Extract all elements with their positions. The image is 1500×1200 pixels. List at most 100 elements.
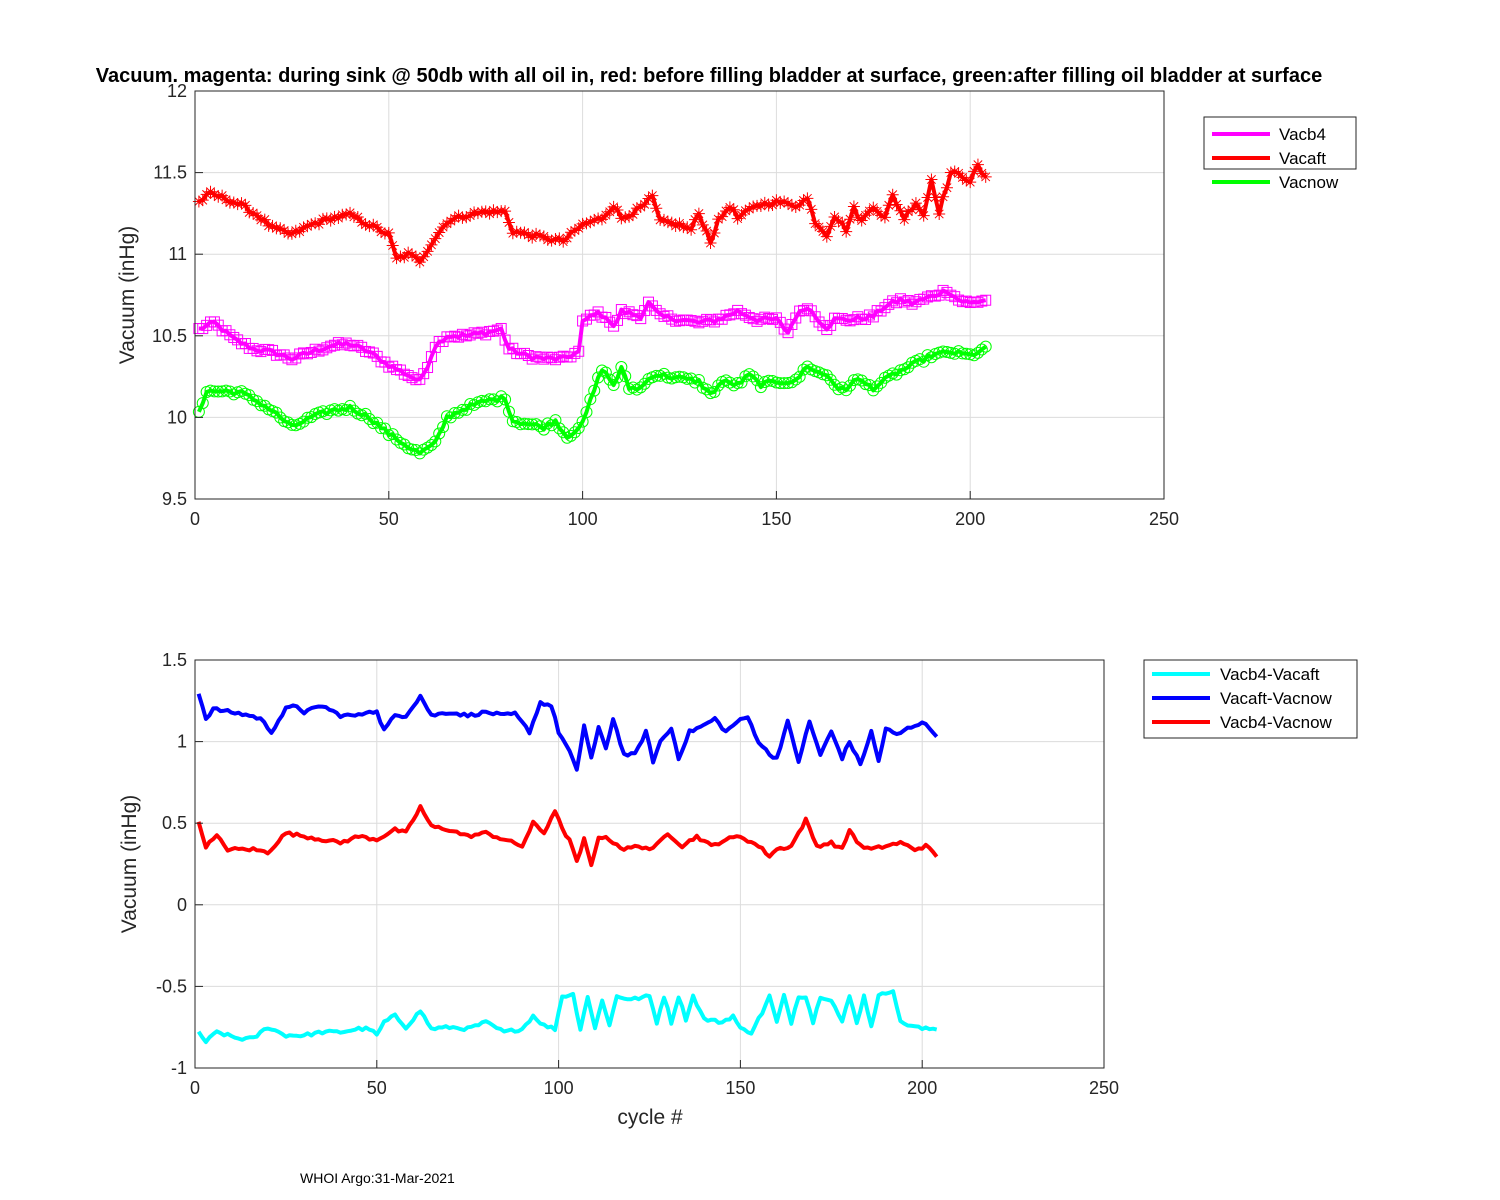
data-point xyxy=(530,227,543,240)
data-point xyxy=(522,418,535,431)
data-point xyxy=(654,308,666,320)
data-point xyxy=(700,225,713,238)
data-point xyxy=(878,211,891,224)
data-point xyxy=(638,377,651,390)
series-line-vacaft-vacnow xyxy=(196,693,939,772)
bottom-plot: 0 50 100 150 200 250 -1 -0.5 0 0.5 1 1.5 Vacuum (in… xyxy=(118,650,1358,1129)
data-point xyxy=(964,348,977,361)
data-point xyxy=(743,203,756,216)
data-point xyxy=(375,225,388,238)
data-point xyxy=(847,374,860,387)
data-point xyxy=(917,209,930,222)
bottom-y-tick-label: 1 xyxy=(177,732,187,752)
bottom-plot-area xyxy=(195,660,1104,1068)
data-point xyxy=(751,374,764,387)
data-point xyxy=(285,418,298,431)
data-point xyxy=(619,308,631,320)
data-point xyxy=(533,229,546,242)
data-point xyxy=(402,370,414,382)
data-point xyxy=(603,205,616,218)
data-point xyxy=(444,215,457,228)
data-point xyxy=(375,422,388,435)
data-point xyxy=(657,213,670,226)
data-point xyxy=(227,196,240,209)
data-point xyxy=(258,213,271,226)
data-point xyxy=(584,216,597,229)
data-point xyxy=(937,190,950,203)
data-point xyxy=(650,202,663,215)
data-point xyxy=(580,217,593,230)
data-point xyxy=(696,218,709,231)
data-point xyxy=(305,346,317,358)
data-point xyxy=(367,218,380,231)
data-point xyxy=(976,295,988,307)
data-point xyxy=(824,220,837,233)
data-point xyxy=(855,374,868,387)
data-point xyxy=(522,228,535,241)
data-point xyxy=(626,208,639,221)
data-point xyxy=(201,319,213,331)
data-point xyxy=(480,329,492,341)
data-point xyxy=(409,444,422,457)
data-point xyxy=(786,318,798,330)
data-point xyxy=(196,397,209,410)
data-point xyxy=(615,304,627,316)
data-point xyxy=(278,224,291,237)
bottom-y-tick-label: 0.5 xyxy=(162,813,187,833)
data-point xyxy=(898,213,911,226)
data-point xyxy=(402,246,415,259)
data-point xyxy=(363,346,375,358)
data-point xyxy=(340,208,353,221)
data-point xyxy=(599,366,612,379)
data-point xyxy=(736,308,748,320)
data-point xyxy=(506,227,519,240)
data-point xyxy=(867,384,880,397)
data-point xyxy=(359,218,372,231)
data-point xyxy=(351,211,364,224)
data-point xyxy=(747,370,760,383)
data-point xyxy=(708,316,720,328)
top-y-tick-label: 9.5 xyxy=(162,489,187,509)
data-point xyxy=(453,331,465,343)
series-line-vacb4-vacaft xyxy=(196,989,938,1045)
data-point xyxy=(487,325,499,337)
data-point xyxy=(499,205,512,218)
data-point xyxy=(797,194,810,207)
data-point xyxy=(611,314,623,326)
bottom-x-axis-label: cycle # xyxy=(617,1106,683,1129)
data-point xyxy=(448,406,461,419)
data-point xyxy=(902,361,915,374)
data-point xyxy=(297,221,310,234)
data-point xyxy=(891,297,903,309)
data-point xyxy=(705,314,717,326)
data-point xyxy=(378,227,391,240)
data-point xyxy=(948,165,961,178)
data-point xyxy=(727,203,740,216)
data-point xyxy=(499,334,511,346)
data-point xyxy=(348,340,360,352)
data-point xyxy=(898,296,910,308)
data-point xyxy=(352,339,364,351)
data-point xyxy=(940,346,953,359)
data-point xyxy=(789,373,802,386)
data-point xyxy=(495,322,507,334)
data-point xyxy=(274,222,287,235)
data-point xyxy=(216,385,229,398)
series-vacaft xyxy=(192,158,992,269)
data-point xyxy=(913,353,926,366)
data-point xyxy=(573,345,585,357)
top-y-tick-label: 11 xyxy=(168,244,187,264)
data-point xyxy=(305,218,318,231)
data-point xyxy=(971,346,984,359)
data-point xyxy=(971,158,984,171)
data-point xyxy=(836,381,849,394)
data-point xyxy=(642,192,655,205)
data-point xyxy=(340,337,352,349)
data-point xyxy=(332,337,344,349)
data-point xyxy=(840,314,852,326)
data-point xyxy=(960,295,972,307)
data-point xyxy=(313,218,326,231)
data-point xyxy=(754,199,767,212)
data-point xyxy=(495,390,508,403)
